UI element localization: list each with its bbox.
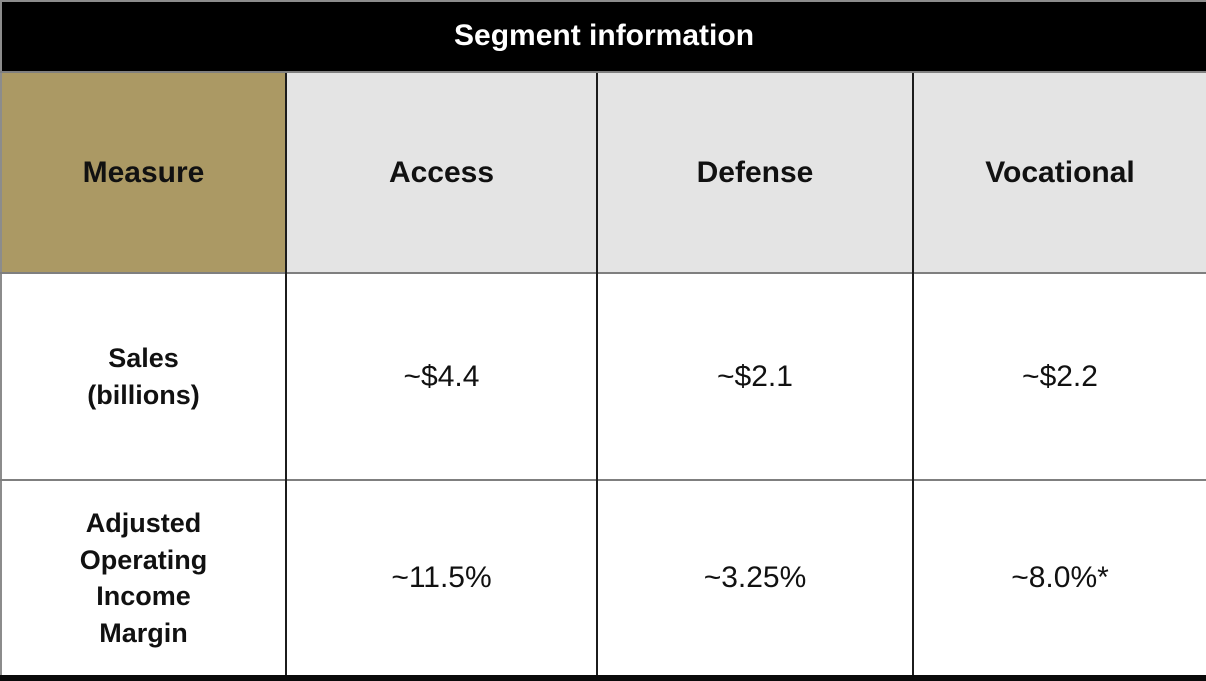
row-label-adjusted-operating-income-margin: Adjusted Operating Income Margin xyxy=(1,479,286,678)
table-title-row: Segment information xyxy=(1,1,1206,72)
sales-access-value: ~$4.4 xyxy=(285,272,597,481)
column-header-vocational: Vocational xyxy=(911,70,1206,274)
column-header-measure: Measure xyxy=(1,70,286,274)
column-header-row: Measure Access Defense Vocational xyxy=(1,70,1206,274)
column-header-defense: Defense xyxy=(596,70,913,274)
margin-vocational-value: ~8.0%* xyxy=(911,479,1206,678)
row-label-sales: Sales (billions) xyxy=(1,272,286,481)
table-title: Segment information xyxy=(1,1,1206,72)
margin-access-value: ~11.5% xyxy=(285,479,597,678)
table-row-sales: Sales (billions) ~$4.4 ~$2.1 ~$2.2 xyxy=(1,272,1206,481)
sales-vocational-value: ~$2.2 xyxy=(911,272,1206,481)
sales-defense-value: ~$2.1 xyxy=(596,272,913,481)
column-header-access: Access xyxy=(285,70,597,274)
margin-defense-value: ~3.25% xyxy=(596,479,913,678)
table-row-adjusted-operating-income-margin: Adjusted Operating Income Margin ~11.5% … xyxy=(1,479,1206,678)
